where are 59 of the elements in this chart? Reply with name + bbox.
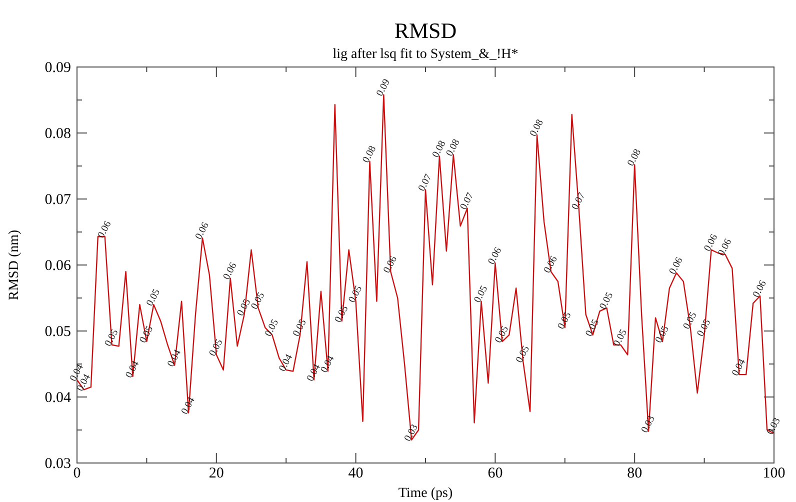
data-label: 0.05 xyxy=(207,338,226,358)
data-label: 0.05 xyxy=(102,328,121,348)
data-label: 0.08 xyxy=(626,147,644,168)
x-tick-label: 0 xyxy=(73,466,81,482)
data-label: 0.05 xyxy=(346,284,365,305)
data-label: 0.04 xyxy=(730,357,748,378)
x-tick-label: 100 xyxy=(762,466,786,482)
data-label: 0.06 xyxy=(96,219,114,240)
data-label: 0.05 xyxy=(598,290,616,312)
data-label: 0.05 xyxy=(249,290,268,312)
data-label: 0.06 xyxy=(750,278,769,300)
data-label: 0.08 xyxy=(528,118,546,138)
data-label: 0.03 xyxy=(402,422,420,444)
data-label: 0.06 xyxy=(221,260,240,282)
y-tick-label: 0.09 xyxy=(44,60,71,76)
data-label: 0.05 xyxy=(332,304,351,325)
data-label: 0.04 xyxy=(124,359,142,380)
data-label: 0.06 xyxy=(716,237,734,258)
data-label: 0.05 xyxy=(144,287,163,308)
data-label: 0.05 xyxy=(584,318,602,338)
y-tick-label: 0.07 xyxy=(44,192,72,208)
data-label: 0.06 xyxy=(382,254,400,276)
data-label: 0.07 xyxy=(416,172,434,194)
data-label: 0.06 xyxy=(193,220,212,242)
x-axis-title: Time (ps) xyxy=(398,486,453,501)
x-tick-label: 60 xyxy=(488,466,503,482)
y-tick-label: 0.06 xyxy=(44,258,72,274)
y-tick-label: 0.08 xyxy=(44,126,71,142)
data-label: 0.07 xyxy=(570,191,588,212)
y-axis-title: RMSD (nm) xyxy=(7,229,22,300)
y-tick-label: 0.03 xyxy=(44,456,71,472)
data-label: 0.08 xyxy=(444,138,462,158)
y-tick-label: 0.04 xyxy=(44,390,72,406)
chart-subtitle: lig after lsq fit to System_&_!H* xyxy=(332,47,518,62)
x-tick-label: 40 xyxy=(348,466,364,482)
data-label: 0.04 xyxy=(179,396,198,416)
data-label: 0.05 xyxy=(138,324,156,345)
data-label: 0.05 xyxy=(290,318,309,338)
data-label: 0.04 xyxy=(277,352,295,374)
data-label: 0.04 xyxy=(166,348,184,369)
data-label: 0.06 xyxy=(486,246,504,266)
data-label: 0.05 xyxy=(514,344,532,365)
data-label: 0.03 xyxy=(639,414,658,435)
chart-title: RMSD xyxy=(394,18,457,43)
data-label: 0.05 xyxy=(493,324,512,345)
data-label: 0.05 xyxy=(556,310,574,332)
data-label: 0.05 xyxy=(472,284,490,305)
data-label: 0.09 xyxy=(374,78,393,98)
y-tick-label: 0.05 xyxy=(44,324,71,340)
data-label: 0.05 xyxy=(263,318,282,338)
data-label: 0.08 xyxy=(360,144,379,165)
data-label: 0.03 xyxy=(764,416,783,437)
data-label: 0.06 xyxy=(667,256,686,276)
x-tick-label: 80 xyxy=(627,466,642,482)
data-label: 0.06 xyxy=(542,254,560,276)
data-label: 0.05 xyxy=(612,328,630,348)
data-label: 0.07 xyxy=(458,191,476,212)
x-tick-label: 20 xyxy=(208,466,224,482)
data-label: 0.05 xyxy=(653,324,672,345)
